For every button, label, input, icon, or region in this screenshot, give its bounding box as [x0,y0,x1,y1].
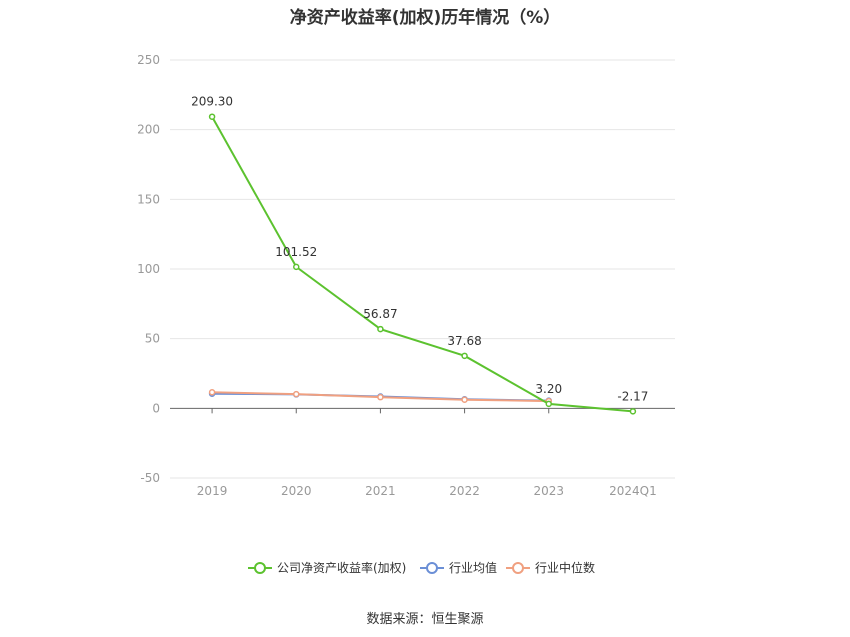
x-tick-label: 2023 [533,484,564,498]
legend-item-0[interactable]: 公司净资产收益率(加权) [248,560,406,575]
y-tick-label: 0 [152,401,160,415]
data-label: 3.20 [535,382,562,396]
y-tick-label: 200 [137,123,160,137]
legend-swatch-marker [512,562,524,574]
data-point[interactable] [208,389,216,396]
data-label: -2.17 [617,389,648,403]
x-tick-label: 2022 [449,484,480,498]
data-labels: 209.30 101.52 56.87 37.68 3.20 -2.17 [191,95,648,404]
x-tick-label: 2019 [197,484,228,498]
data-point[interactable] [461,396,468,403]
legend-swatch-marker [254,562,266,574]
series-line-0 [211,116,634,413]
grid-lines [170,59,675,479]
y-tick-label: 50 [145,332,160,346]
data-label: 56.87 [363,307,397,321]
legend: 公司净资产收益率(加权) 行业均值 行业中位数 [248,560,595,575]
x-tick-label: 2021 [365,484,396,498]
x-tick-label: 2024Q1 [609,484,657,498]
legend-item-2[interactable]: 行业中位数 [506,560,595,575]
data-label: 37.68 [447,334,481,348]
data-label: 101.52 [275,245,317,259]
legend-label: 公司净资产收益率(加权) [277,560,406,575]
y-tick-label: 150 [137,192,160,206]
data-point[interactable] [461,352,468,360]
data-point[interactable] [377,325,384,333]
legend-label: 行业均值 [449,560,497,575]
chart-title: 净资产收益率(加权)历年情况（%） [289,8,561,28]
y-tick-label: 250 [137,53,160,67]
data-point[interactable] [208,113,216,120]
y-tick-label: 100 [137,262,160,276]
x-tick-label: 2020 [281,484,312,498]
data-point[interactable] [629,408,637,415]
axes: -50 0 50 100 150 200 250 2019 2020 2021 2022 2023 20… [137,53,675,498]
legend-item-1[interactable]: 行业均值 [420,560,497,575]
data-point[interactable] [545,400,552,408]
data-point[interactable] [377,393,384,401]
data-point[interactable] [293,263,300,271]
series-lines [208,113,637,415]
data-label: 209.30 [191,95,233,109]
legend-swatch-marker [426,562,438,574]
legend-label: 行业中位数 [535,560,595,575]
y-tick-label: -50 [140,471,160,485]
data-point[interactable] [293,390,300,398]
data-source-note: 数据来源：恒生聚源 [366,612,484,627]
